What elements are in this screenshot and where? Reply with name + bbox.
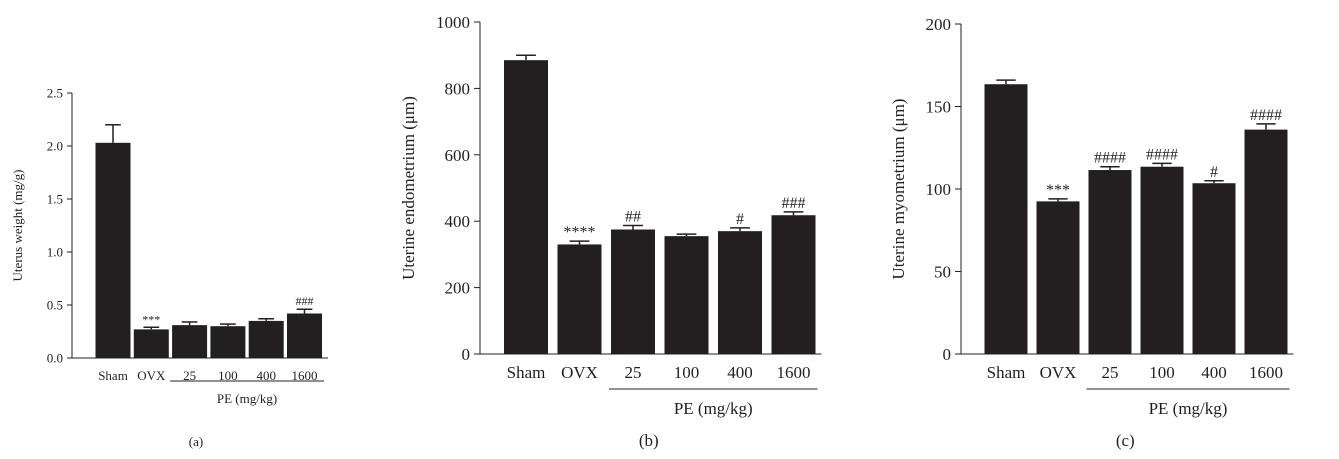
bar-ovx: [133, 329, 169, 358]
x-tick-label: 25: [625, 363, 642, 382]
y-tick-label: 0: [943, 345, 952, 364]
y-axis-label: Uterine endometrium (μm): [399, 96, 418, 280]
x-tick-label: 100: [1149, 363, 1175, 382]
group-label: PE (mg/kg): [674, 399, 753, 418]
x-tick-label: 25: [183, 368, 196, 383]
significance-marker: ##: [625, 209, 641, 226]
y-tick-label: 800: [445, 79, 471, 98]
y-tick-label: 200: [926, 15, 952, 34]
group-label: PE (mg/kg): [217, 391, 277, 406]
bar-sham: [95, 142, 131, 358]
bar-400: [1192, 183, 1236, 354]
significance-marker: #: [1210, 164, 1218, 181]
y-tick-label: 2.5: [47, 86, 63, 101]
y-tick-label: 0.0: [47, 351, 63, 366]
bar-25: [611, 229, 655, 354]
x-tick-label: OVX: [561, 363, 598, 382]
bar-1600: [287, 313, 322, 358]
bar-25: [1088, 170, 1132, 354]
x-tick-label: 400: [1201, 363, 1227, 382]
significance-marker: ####: [1250, 107, 1282, 124]
significance-marker: ####: [1146, 146, 1178, 163]
significance-marker: #: [736, 211, 744, 228]
bar-100: [210, 326, 246, 358]
y-tick-label: 150: [926, 97, 952, 116]
significance-marker: ###: [782, 195, 806, 212]
bar-100: [664, 236, 709, 354]
x-tick-label: 1600: [1249, 363, 1283, 382]
bar-400: [718, 231, 762, 354]
y-tick-label: 100: [926, 180, 952, 199]
y-tick-label: 0.5: [47, 298, 63, 313]
y-tick-label: 200: [445, 279, 471, 298]
bar-25: [172, 325, 208, 358]
x-tick-label: 100: [218, 368, 238, 383]
bar-sham: [984, 84, 1028, 354]
x-tick-label: 400: [727, 363, 753, 382]
y-axis-label: Uterine myometrium (μm): [889, 99, 908, 280]
x-tick-label: Sham: [507, 363, 546, 382]
significance-marker: ###: [296, 294, 314, 308]
y-tick-label: 0: [462, 345, 471, 364]
y-axis-label: Uterus weight (mg/g): [10, 170, 25, 282]
bar-400: [248, 320, 284, 358]
y-tick-label: 400: [445, 212, 471, 231]
panel-label: (b): [639, 431, 659, 450]
y-tick-label: 1.5: [47, 192, 63, 207]
y-tick-label: 1000: [436, 13, 470, 32]
y-tick-label: 50: [934, 262, 951, 281]
significance-marker: ***: [1046, 182, 1070, 199]
y-tick-label: 600: [445, 146, 471, 165]
bar-1600: [1244, 129, 1288, 354]
x-tick-label: Sham: [987, 363, 1026, 382]
panel-label: (c): [1116, 431, 1135, 450]
x-tick-label: OVX: [1040, 363, 1077, 382]
significance-marker: ****: [564, 224, 596, 241]
significance-marker: ####: [1094, 150, 1126, 167]
x-tick-label: OVX: [137, 368, 166, 383]
significance-marker: ***: [142, 312, 160, 326]
bar-ovx: [557, 244, 602, 354]
panel-label: (a): [189, 434, 203, 449]
x-tick-label: 400: [256, 368, 276, 383]
x-tick-label: 25: [1102, 363, 1119, 382]
bar-ovx: [1036, 201, 1080, 354]
chart-panel-a: 0.0 0.5 1.0 1.5 2.0 2.5 Uterus weight (mg/g) Sh…: [10, 86, 328, 449]
bar-1600: [771, 215, 816, 354]
chart-panel-b: 0 200 400 600 800 1000 Uterine endometrium (μm…: [399, 13, 822, 450]
bar-100: [1140, 166, 1184, 354]
chart-panel-c: 0 50 100 150 200 Uterine myometrium (μm) Sham *…: [889, 15, 1294, 450]
x-tick-label: 1600: [777, 363, 811, 382]
x-tick-label: 1600: [292, 368, 318, 383]
y-tick-label: 2.0: [47, 139, 63, 154]
bar-sham: [504, 60, 548, 355]
y-tick-label: 1.0: [47, 245, 63, 260]
x-tick-label: Sham: [98, 368, 128, 383]
group-label: PE (mg/kg): [1149, 399, 1228, 418]
x-tick-label: 100: [674, 363, 700, 382]
